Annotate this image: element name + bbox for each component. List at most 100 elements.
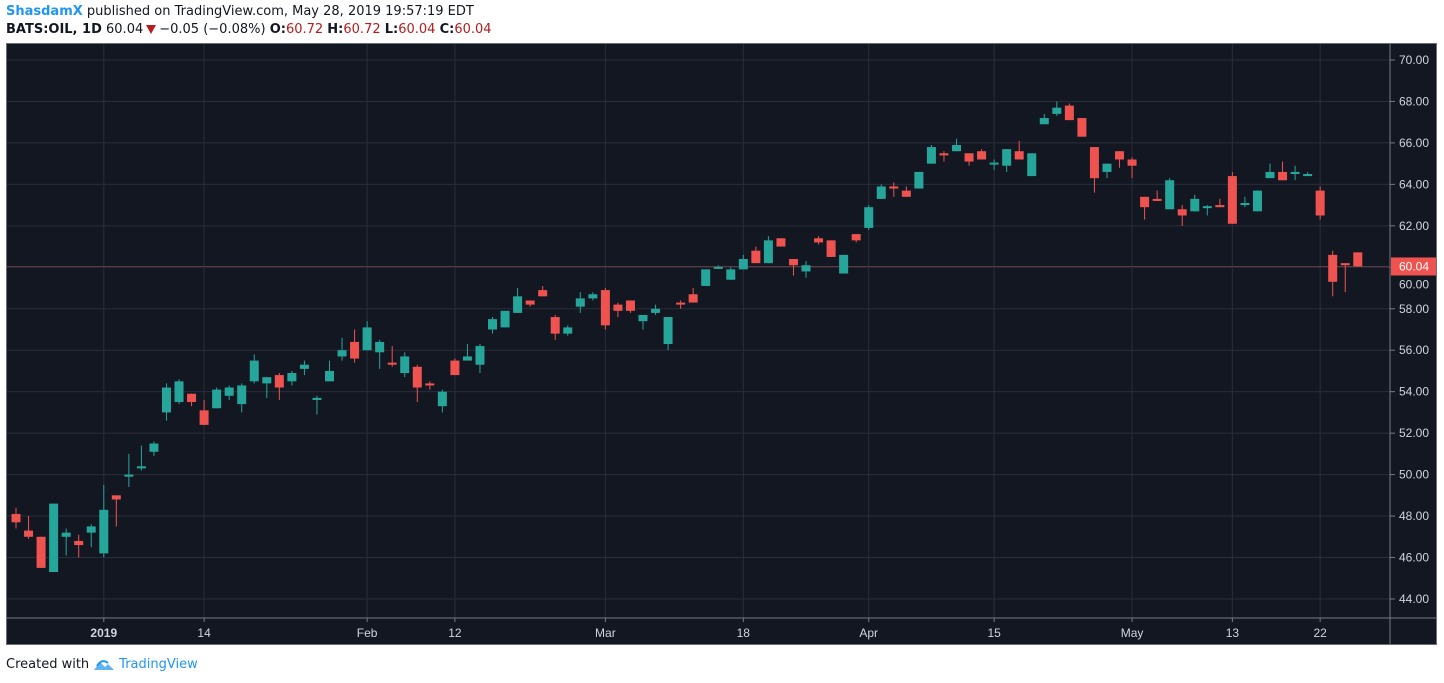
candle-body-up — [99, 509, 109, 554]
candle-body-up — [1202, 206, 1212, 209]
candle-body-up — [500, 310, 510, 328]
candle-body-up — [726, 269, 736, 280]
candle-body-up — [701, 269, 711, 286]
candle-body-up — [1190, 198, 1200, 212]
candle-body-down — [1115, 151, 1125, 160]
tradingview-link[interactable]: TradingView — [119, 657, 198, 672]
candle-body-up — [61, 532, 71, 537]
candle-body-up — [638, 314, 648, 322]
candle-body-up — [763, 240, 773, 264]
candle-body-down — [889, 186, 899, 189]
candle-body-down — [688, 294, 698, 303]
candle-body-up — [513, 296, 523, 313]
footer: Created with TradingView — [6, 657, 198, 672]
candle-body-down — [1152, 198, 1162, 201]
candle-body-up — [1290, 171, 1300, 175]
candle-body-down — [1315, 190, 1325, 216]
x-tick-label: 18 — [737, 626, 751, 640]
candle-body-up — [1052, 107, 1062, 114]
candle-body-up — [299, 364, 309, 369]
candle-body-down — [199, 410, 209, 425]
candle-body-down — [387, 362, 397, 365]
candle-body-up — [86, 526, 96, 533]
candle-body-up — [249, 360, 259, 382]
x-tick-label: Mar — [595, 626, 616, 640]
candle-body-down — [1127, 159, 1137, 166]
candle-body-up — [149, 443, 159, 452]
candle-body-down — [24, 530, 34, 537]
candle-body-down — [1140, 196, 1150, 208]
candle-body-down — [625, 300, 635, 311]
candle-body-up — [713, 266, 723, 269]
y-tick-label: 70.00 — [1399, 53, 1429, 67]
candle-body-up — [400, 356, 410, 374]
candle-body-up — [161, 387, 171, 413]
x-tick-label: 14 — [197, 626, 211, 640]
high-value: 60.72 — [343, 22, 381, 37]
publish-info: ShasdamX published on TradingView.com, M… — [6, 4, 474, 19]
candle-body-down — [788, 259, 798, 266]
candle-body-down — [425, 383, 435, 386]
candle-body-down — [74, 540, 84, 546]
y-tick-label: 54.00 — [1399, 385, 1429, 399]
candle-body-down — [776, 238, 786, 247]
y-tick-label: 64.00 — [1399, 177, 1429, 191]
low-label: L: — [384, 22, 399, 37]
candle-body-up — [663, 317, 673, 345]
candle-body-down — [1014, 151, 1024, 160]
candle-body-up — [588, 294, 598, 299]
candle-body-up — [952, 144, 961, 152]
candle-body-down — [1089, 147, 1099, 179]
candle-body-up — [1002, 149, 1012, 166]
candle-body-up — [738, 259, 748, 270]
x-tick-label: 13 — [1226, 626, 1240, 640]
candle-body-up — [1165, 180, 1175, 210]
symbol-label[interactable]: BATS:OIL, 1D — [6, 22, 102, 37]
chart-canvas[interactable]: 70.00 68.00 66.00 64.00 62.00 60.00 58.00 56.00… — [7, 44, 1436, 644]
low-value: 60.04 — [398, 22, 436, 37]
candle-body-down — [525, 300, 535, 305]
y-tick-label: 52.00 — [1399, 426, 1429, 440]
candle-body-up — [475, 346, 485, 365]
last-price-badge — [1391, 257, 1436, 276]
published-text: published on TradingView.com, May 28, 20… — [86, 4, 474, 19]
candle-body-down — [1328, 254, 1338, 282]
candle-body-up — [839, 254, 849, 274]
candle-body-up — [651, 308, 661, 313]
candle-body-down — [814, 238, 824, 243]
candlestick-chart[interactable]: 70.00 68.00 66.00 64.00 62.00 60.00 58.00 56.00… — [6, 43, 1437, 645]
candle-body-down — [412, 366, 422, 388]
candle-body-up — [375, 341, 385, 353]
candle-body-down — [450, 360, 460, 376]
candle-body-down — [350, 341, 360, 359]
candle-body-up — [224, 387, 234, 396]
x-tick-label: 22 — [1313, 626, 1327, 640]
candle-body-up — [287, 373, 297, 382]
close-value: 60.04 — [454, 22, 492, 37]
triangle-down-icon — [146, 25, 157, 34]
candle-body-up — [926, 147, 936, 164]
candle-body-up — [136, 466, 146, 469]
candle-body-down — [11, 513, 21, 523]
candle-body-down — [1077, 118, 1087, 137]
candle-body-down — [851, 234, 861, 241]
candle-body-up — [914, 171, 924, 189]
candle-body-down — [826, 240, 836, 257]
candle-body-up — [437, 391, 447, 407]
candle-body-up — [876, 186, 886, 199]
candle-body-down — [613, 304, 623, 311]
created-with-text: Created with — [6, 657, 90, 672]
x-tick-label: 2019 — [90, 626, 117, 640]
candle-body-down — [187, 393, 197, 403]
y-tick-label: 68.00 — [1399, 94, 1429, 108]
y-tick-label: 66.00 — [1399, 136, 1429, 150]
candle-body-up — [1240, 203, 1250, 206]
x-tick-label: Apr — [859, 626, 878, 640]
y-tick-label: 56.00 — [1399, 343, 1429, 357]
y-tick-label: 58.00 — [1399, 302, 1429, 316]
author-link[interactable]: ShasdamX — [6, 4, 83, 19]
x-tick-label: Feb — [357, 626, 378, 640]
candle-body-up — [362, 327, 372, 351]
candle-body-down — [1177, 209, 1187, 216]
y-tick-label: 46.00 — [1399, 551, 1429, 565]
